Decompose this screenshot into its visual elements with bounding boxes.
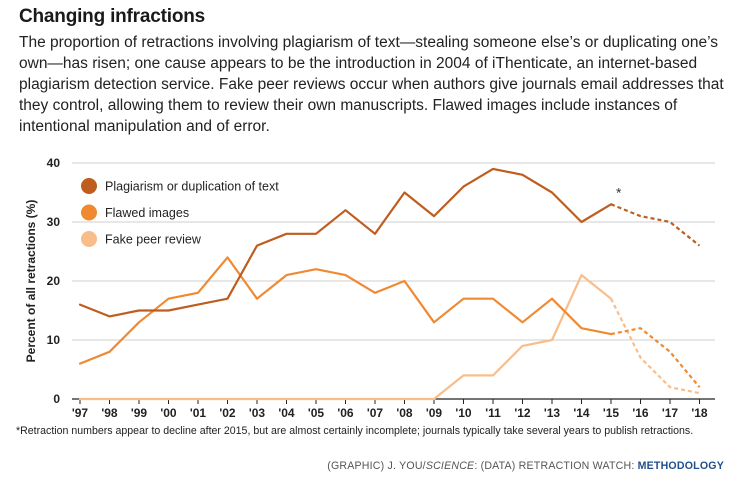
chart-description: The proportion of retractions involving … [19,34,724,135]
x-tick-label: '18 [691,406,708,420]
y-tick-label: 40 [47,156,61,170]
credit-line: (GRAPHIC) J. YOU/SCIENCE: (DATA) RETRACT… [327,460,724,472]
y-tick-label: 0 [53,392,60,406]
series-line-dashed-1 [610,327,701,388]
series-line-1 [78,256,613,365]
x-tick-label: '09 [426,406,443,420]
x-tick-label: '06 [337,406,354,420]
x-tick-label: '14 [573,406,590,420]
series-line-dashed-2 [610,298,700,395]
x-tick-label: '15 [603,406,620,420]
x-tick-label: '12 [514,406,531,420]
x-tick-label: '97 [72,406,89,420]
x-tick-label: '16 [632,406,649,420]
chart-title: Changing infractions [19,6,206,27]
y-tick-label: 20 [47,274,61,288]
series-line-0 [78,167,613,318]
legend-swatch [81,204,97,221]
series-line-dashed-0 [610,203,701,247]
methodology-link[interactable]: METHODOLOGY [637,460,724,472]
x-tick-label: '03 [249,406,266,420]
credit-graphic: (GRAPHIC) J. YOU/ [327,460,426,472]
x-tick-label: '13 [544,406,561,420]
incomplete-data-marker: * [616,184,622,200]
x-tick-label: '07 [367,406,384,420]
legend-label: Plagiarism or duplication of text [105,180,279,194]
x-tick-label: '05 [308,406,325,420]
x-tick-label: '11 [485,406,501,420]
x-tick-label: '02 [219,406,236,420]
credit-publication: SCIENCE [425,460,475,472]
x-tick-label: '08 [396,406,413,420]
x-tick-label: '04 [278,406,295,420]
footnote: *Retraction numbers appear to decline af… [16,425,694,437]
y-axis-label: Percent of all retractions (%) [24,200,38,363]
x-tick-label: '01 [190,406,207,420]
x-tick-label: '10 [455,406,472,420]
credit-data-source: : (DATA) RETRACTION WATCH: [474,460,638,472]
legend-label: Fake peer review [105,233,202,247]
x-tick-label: '99 [131,406,148,420]
x-tick-label: '00 [160,406,177,420]
legend-swatch [81,231,97,247]
x-tick-label: '17 [662,406,679,420]
legend-label: Flawed images [105,206,189,220]
legend-swatch [81,178,97,194]
x-tick-label: '98 [101,406,118,420]
y-tick-label: 10 [47,333,61,347]
series-line-2 [78,274,613,401]
y-tick-label: 30 [47,215,61,229]
